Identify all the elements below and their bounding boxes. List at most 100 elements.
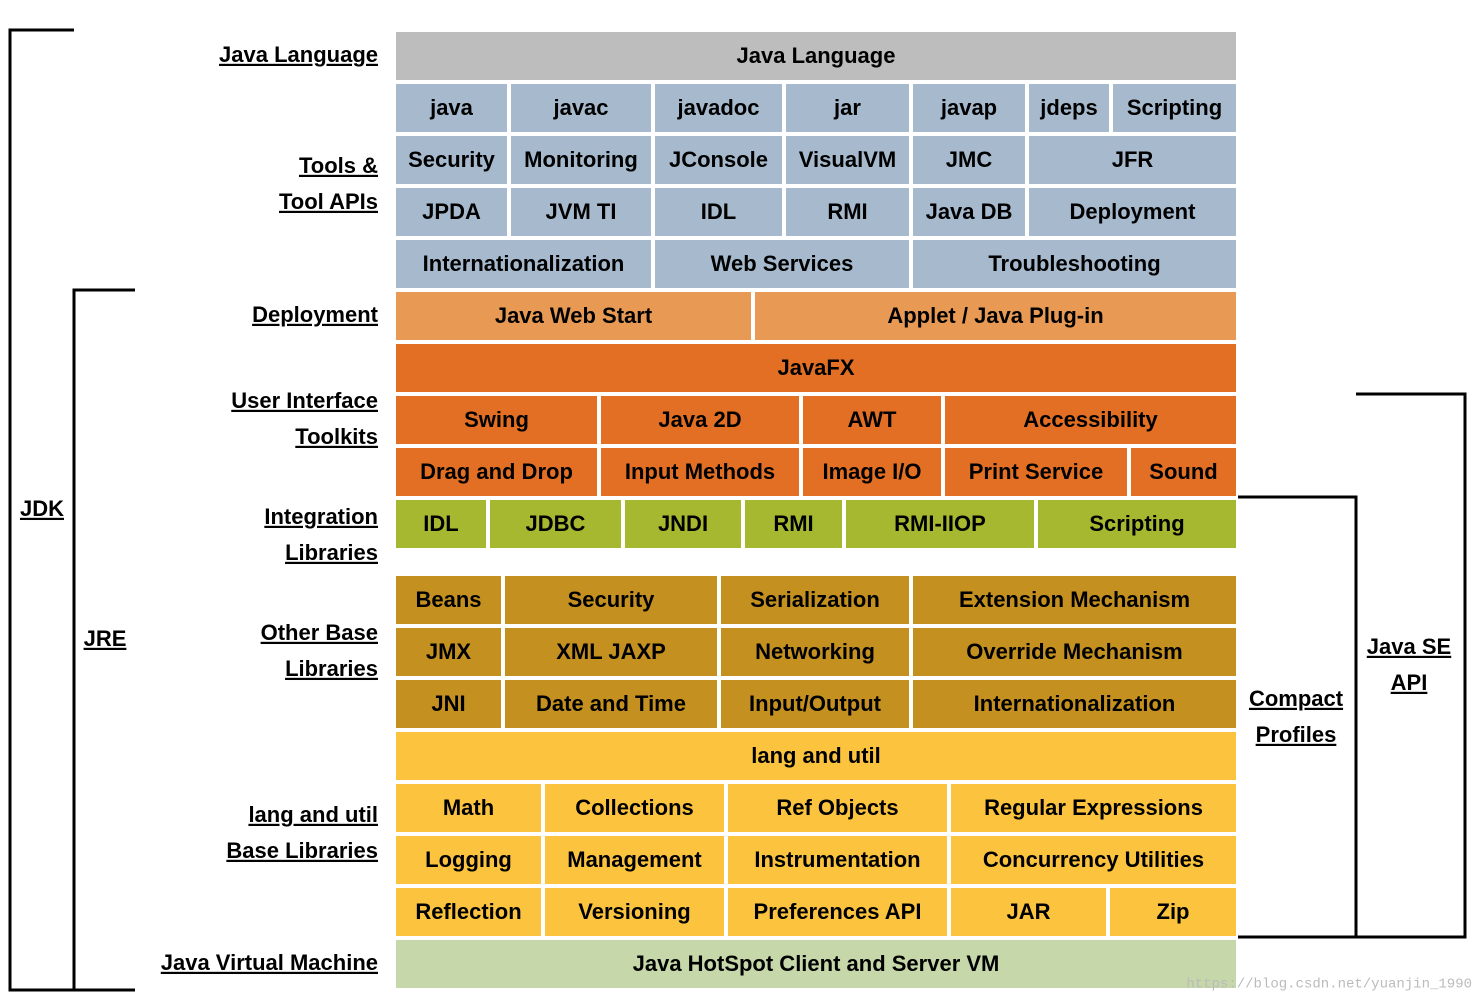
component-box — [396, 732, 1236, 780]
component-box — [1131, 448, 1236, 496]
component-label: Serialization — [750, 587, 880, 612]
compact-profiles-bracket — [1238, 495, 1358, 939]
component-label: Preferences API — [754, 899, 922, 924]
component-label: IDL — [423, 511, 458, 536]
component-label: Web Services — [711, 251, 854, 276]
component-box — [601, 396, 799, 444]
component-label: Networking — [755, 639, 875, 664]
component-box — [721, 576, 909, 624]
component-label: Scripting — [1127, 95, 1222, 120]
component-label: JFR — [1112, 147, 1154, 172]
component-box — [803, 396, 941, 444]
component-label: Instrumentation — [754, 847, 920, 872]
bracket-label: API — [1391, 670, 1428, 695]
component-label: RMI — [827, 199, 867, 224]
component-box — [786, 188, 909, 236]
component-label: Regular Expressions — [984, 795, 1203, 820]
component-box — [913, 628, 1236, 676]
component-box — [396, 84, 507, 132]
component-box — [951, 888, 1106, 936]
component-box — [1113, 84, 1236, 132]
component-box — [945, 448, 1127, 496]
layer-label: Base Libraries — [226, 838, 378, 863]
component-box — [655, 136, 782, 184]
component-label: JNDI — [658, 511, 708, 536]
component-box — [396, 240, 651, 288]
component-label: Monitoring — [524, 147, 638, 172]
component-box — [396, 32, 1236, 80]
component-box — [728, 836, 947, 884]
component-box — [505, 576, 717, 624]
component-label: Logging — [425, 847, 512, 872]
component-box — [755, 292, 1236, 340]
component-box — [396, 188, 507, 236]
component-box — [1029, 188, 1236, 236]
component-label: Java HotSpot Client and Server VM — [633, 951, 1000, 976]
component-box — [728, 784, 947, 832]
component-label: Zip — [1157, 899, 1190, 924]
watermark: https://blog.csdn.net/yuanjin_1990 — [1186, 977, 1472, 993]
component-box — [913, 680, 1236, 728]
component-label: Java Language — [737, 43, 896, 68]
component-label: JMC — [946, 147, 993, 172]
component-label: Input Methods — [625, 459, 775, 484]
component-label: Collections — [575, 795, 694, 820]
component-label: AWT — [848, 407, 897, 432]
component-label: Reflection — [415, 899, 521, 924]
component-label: javac — [552, 95, 608, 120]
layer-label: User Interface — [231, 388, 378, 413]
layer-label: Java Language — [219, 42, 378, 67]
bracket-label: Compact — [1249, 686, 1344, 711]
component-box — [625, 500, 741, 548]
component-label: Extension Mechanism — [959, 587, 1190, 612]
component-box — [721, 680, 909, 728]
bracket-label: Java SE — [1367, 634, 1451, 659]
component-label: Applet / Java Plug-in — [887, 303, 1103, 328]
component-box — [396, 836, 541, 884]
component-label: Security — [408, 147, 496, 172]
component-box — [803, 448, 941, 496]
component-label: Drag and Drop — [420, 459, 573, 484]
component-box — [396, 136, 507, 184]
component-box — [601, 448, 799, 496]
component-box — [396, 396, 597, 444]
component-box — [396, 784, 541, 832]
component-label: Image I/O — [822, 459, 921, 484]
component-label: Beans — [415, 587, 481, 612]
component-label: Internationalization — [974, 691, 1176, 716]
component-box — [396, 576, 501, 624]
component-box — [1029, 84, 1109, 132]
java-se-api-bracket — [1356, 392, 1467, 939]
component-box — [396, 680, 501, 728]
component-label: Sound — [1149, 459, 1217, 484]
component-label: Print Service — [969, 459, 1104, 484]
component-label: Math — [443, 795, 494, 820]
component-box — [745, 500, 842, 548]
component-label: Scripting — [1089, 511, 1184, 536]
component-box — [511, 84, 651, 132]
component-label: JPDA — [422, 199, 481, 224]
component-box — [505, 680, 717, 728]
component-label: IDL — [701, 199, 736, 224]
component-label: Java DB — [926, 199, 1013, 224]
component-box — [545, 836, 724, 884]
component-label: Internationalization — [423, 251, 625, 276]
component-box — [655, 240, 909, 288]
component-box — [511, 188, 651, 236]
component-box — [721, 628, 909, 676]
component-label: Deployment — [1070, 199, 1197, 224]
component-label: Versioning — [578, 899, 690, 924]
component-box — [511, 136, 651, 184]
component-box — [1110, 888, 1236, 936]
component-label: JDBC — [526, 511, 586, 536]
component-label: Concurrency Utilities — [983, 847, 1204, 872]
component-box — [1029, 136, 1236, 184]
component-label: Input/Output — [749, 691, 882, 716]
component-box — [913, 136, 1025, 184]
layer-label: Integration — [264, 504, 378, 529]
component-label: Troubleshooting — [988, 251, 1160, 276]
component-label: Java 2D — [658, 407, 741, 432]
component-label: Swing — [464, 407, 529, 432]
component-box — [945, 396, 1236, 444]
